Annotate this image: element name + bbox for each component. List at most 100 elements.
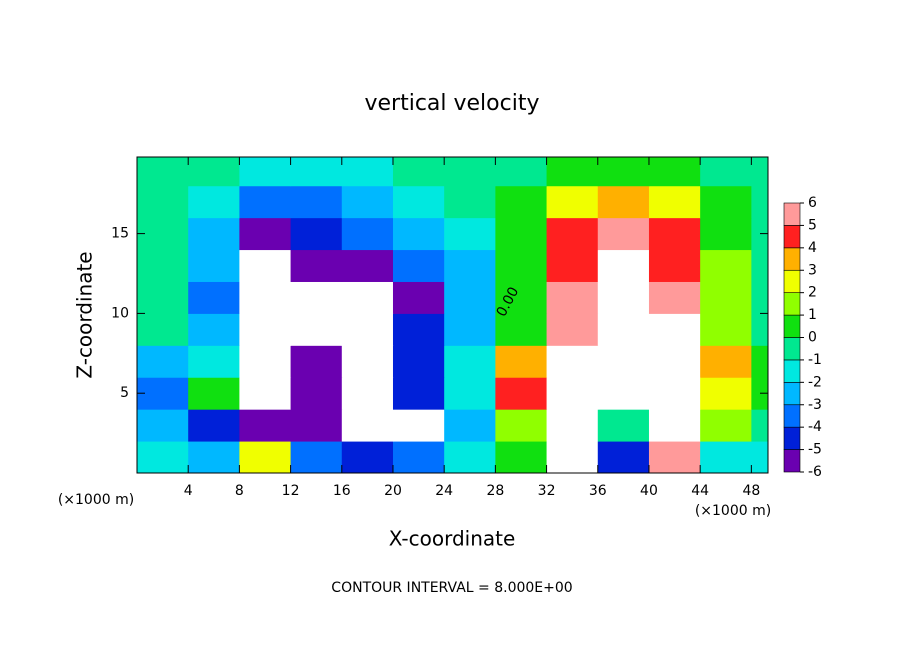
colorbar-box <box>783 382 801 406</box>
cell <box>239 217 292 251</box>
x-tick-label: 4 <box>184 483 193 499</box>
colorbar-label: -3 <box>808 397 822 413</box>
y-axis-label: Z-coordinate <box>73 251 97 378</box>
cell <box>597 345 650 378</box>
cell <box>751 217 768 251</box>
colorbar-box <box>783 337 801 361</box>
cell <box>341 185 394 219</box>
x-tick-label: 16 <box>333 483 351 499</box>
cell <box>239 409 292 442</box>
y-unit: (×1000 m) <box>58 492 134 508</box>
cell <box>444 409 496 442</box>
cell <box>597 441 650 473</box>
x-axis-label: X-coordinate <box>389 527 516 551</box>
cell <box>137 281 189 314</box>
cell <box>239 377 292 410</box>
cell <box>444 377 496 410</box>
cell <box>751 157 768 187</box>
cell <box>648 377 701 410</box>
cell <box>751 185 768 219</box>
colorbar-label: 4 <box>808 240 817 256</box>
cell <box>188 185 240 219</box>
y-tick-label: 15 <box>111 226 129 242</box>
cell <box>546 249 599 282</box>
cell <box>495 441 548 473</box>
cell <box>341 217 394 251</box>
cell <box>290 313 343 346</box>
cell <box>700 441 752 473</box>
cell <box>700 185 752 219</box>
colorbar-box <box>783 225 801 249</box>
cell <box>341 313 394 346</box>
colorbar-box <box>783 247 801 271</box>
cell <box>751 345 768 378</box>
heatmap <box>137 157 768 473</box>
cell <box>444 185 496 219</box>
colorbar-label: 6 <box>808 195 817 211</box>
x-tick-label: 48 <box>742 483 760 499</box>
cell <box>392 313 445 346</box>
cell <box>188 345 240 378</box>
colorbar-box <box>783 202 801 226</box>
cell <box>648 157 701 187</box>
cell <box>546 185 599 219</box>
cell <box>290 441 343 473</box>
x-tick-label: 36 <box>589 483 607 499</box>
plot-frame <box>136 156 769 474</box>
cell <box>341 441 394 473</box>
x-tick-label: 44 <box>691 483 709 499</box>
cell <box>444 441 496 473</box>
cell <box>290 281 343 314</box>
cell <box>495 377 548 410</box>
cell <box>700 157 752 187</box>
cell <box>495 345 548 378</box>
cell <box>546 345 599 378</box>
cell <box>137 313 189 346</box>
cell <box>495 157 548 187</box>
cell <box>444 313 496 346</box>
cell <box>700 217 752 251</box>
cell <box>392 249 445 282</box>
cell <box>188 157 240 187</box>
cell <box>648 281 701 314</box>
cell <box>597 313 650 346</box>
cell <box>648 441 701 473</box>
cell <box>444 157 496 187</box>
x-tick-label: 32 <box>538 483 556 499</box>
x-tick-label: 20 <box>384 483 402 499</box>
cell <box>392 377 445 410</box>
cell <box>392 217 445 251</box>
cell <box>137 377 189 410</box>
cell <box>444 249 496 282</box>
cell <box>188 377 240 410</box>
cell <box>700 249 752 282</box>
colorbar-box <box>783 292 801 316</box>
cell <box>290 377 343 410</box>
cell <box>239 313 292 346</box>
cell <box>546 157 599 187</box>
cell <box>700 345 752 378</box>
cell <box>341 409 394 442</box>
cell <box>700 409 752 442</box>
x-tick-label: 40 <box>640 483 658 499</box>
cell <box>751 313 768 346</box>
cell <box>546 313 599 346</box>
cell <box>188 281 240 314</box>
footer: CONTOUR INTERVAL = 8.000E+00 <box>331 580 572 596</box>
cell <box>341 249 394 282</box>
cell <box>751 281 768 314</box>
cell <box>341 157 394 187</box>
cell <box>188 409 240 442</box>
chart-title: vertical velocity <box>364 91 539 116</box>
cell <box>546 409 599 442</box>
colorbar-label: 0 <box>808 330 817 346</box>
cell <box>137 249 189 282</box>
colorbar-label: -5 <box>808 442 822 458</box>
colorbar-box <box>783 269 801 293</box>
cell <box>700 377 752 410</box>
cell <box>751 441 768 473</box>
cell <box>444 217 496 251</box>
colorbar-label: -6 <box>808 464 822 480</box>
cell <box>341 281 394 314</box>
cell <box>546 441 599 473</box>
